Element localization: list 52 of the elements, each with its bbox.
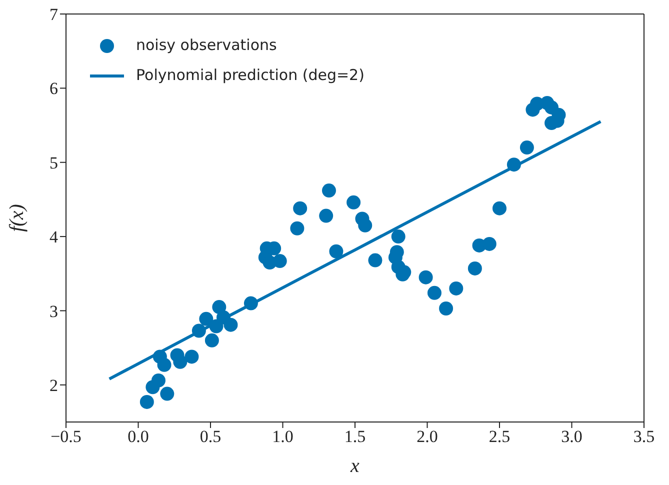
y-tick-label: 4 [50, 228, 58, 247]
x-tick-label: 0.5 [200, 427, 222, 446]
y-axis-title: f(x) [6, 204, 28, 232]
x-tick-label: −0.5 [50, 427, 82, 446]
x-tick-label: 2.0 [416, 427, 438, 446]
point [212, 300, 226, 314]
point [244, 296, 258, 310]
y-tick-label: 6 [50, 79, 58, 98]
y-tick-label: 2 [50, 376, 58, 395]
point [209, 319, 224, 334]
x-tick-label: 3.5 [633, 427, 655, 446]
point [391, 230, 406, 244]
legend-label: Polynomial prediction (deg=2) [135, 65, 364, 86]
point [204, 333, 219, 348]
point [184, 350, 199, 364]
x-tick-label: 1.0 [272, 427, 294, 446]
point [329, 244, 344, 258]
point [290, 221, 304, 236]
point [157, 358, 172, 372]
y-tick-label: 3 [50, 302, 58, 321]
point [492, 201, 506, 216]
x-tick-label: 2.5 [488, 427, 510, 446]
point [173, 354, 188, 369]
x-axis-title: x [350, 455, 360, 477]
y-tick-label: 5 [50, 153, 58, 172]
point [346, 195, 361, 210]
x-tick-label: 0.0 [128, 427, 149, 446]
point [358, 218, 372, 232]
point [449, 281, 464, 296]
point [319, 208, 334, 223]
point [224, 318, 238, 332]
point [151, 373, 166, 388]
x-tick-label: 1.5 [344, 427, 366, 446]
point [322, 184, 336, 198]
point [418, 270, 433, 284]
point [439, 302, 454, 316]
point [520, 140, 534, 155]
legend-label: noisy observations [135, 35, 278, 56]
point [272, 254, 287, 268]
point [192, 324, 206, 338]
point [482, 236, 496, 251]
point [293, 201, 308, 216]
x-tick-label: 3.0 [561, 427, 582, 446]
point [199, 312, 214, 326]
point [140, 394, 154, 409]
y-tick-label: 7 [50, 5, 58, 24]
line-series [108, 120, 602, 380]
point [427, 286, 442, 300]
point [506, 158, 521, 172]
point [160, 386, 174, 401]
point [368, 253, 382, 268]
point [468, 261, 482, 276]
